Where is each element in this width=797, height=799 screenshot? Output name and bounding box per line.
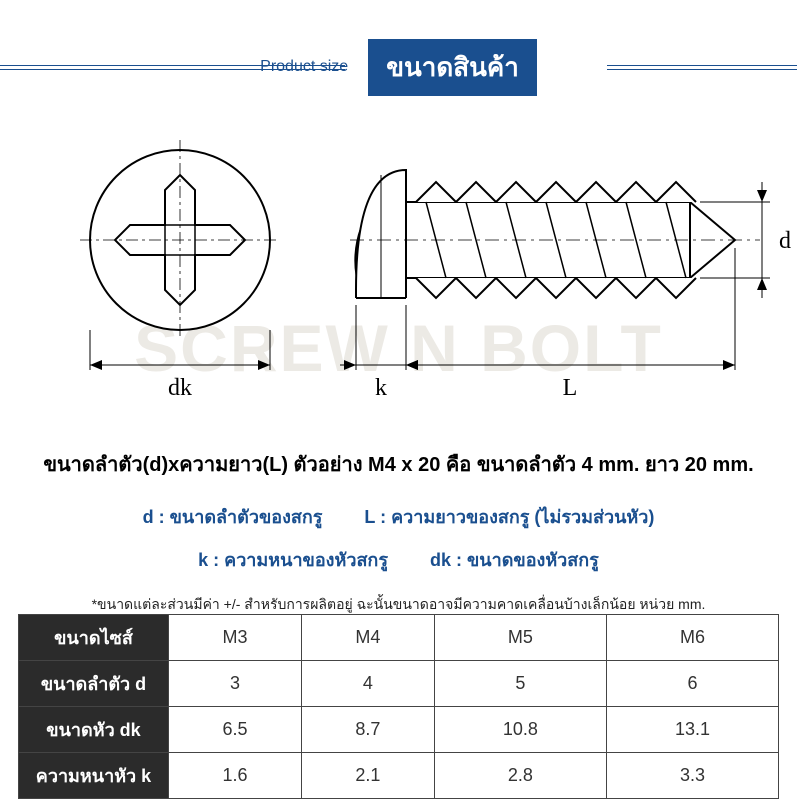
col-M6: M6	[606, 615, 778, 661]
col-M5: M5	[434, 615, 606, 661]
table-row: ความหนาหัว k 1.6 2.1 2.8 3.3	[19, 753, 779, 799]
label-d: d	[779, 228, 791, 254]
size-table: ขนาดไซส์ M3 M4 M5 M6 ขนาดลำตัว d 3 4 5 6…	[18, 614, 779, 799]
dim-k: k	[340, 305, 422, 401]
row-header-d: ขนาดลำตัว d	[19, 661, 169, 707]
table-row: ขนาดไซส์ M3 M4 M5 M6	[19, 615, 779, 661]
label-dk: dk	[168, 375, 192, 401]
product-size-en: Product size	[260, 58, 348, 76]
row-header-dk: ขนาดหัว dk	[19, 707, 169, 753]
label-k: k	[375, 375, 387, 401]
def-dk: dk : ขนาดของหัวสกรู	[430, 545, 599, 574]
col-M4: M4	[301, 615, 434, 661]
col-M3: M3	[169, 615, 302, 661]
def-k: k : ความหนาของหัวสกรู	[198, 545, 388, 574]
def-L: L : ความยาวของสกรู (ไม่รวมส่วนหัว)	[364, 502, 654, 531]
def-d: d : ขนาดลำตัวของสกรู	[143, 502, 323, 531]
product-size-th: ขนาดสินค้า	[368, 39, 537, 96]
screw-diagram: dk	[0, 120, 797, 440]
footnote: *ขนาดแต่ละส่วนมีค่า +/- สำหรับการผลิตอยู…	[0, 594, 797, 616]
header: Product size ขนาดสินค้า	[0, 43, 797, 91]
table-row: ขนาดลำตัว d 3 4 5 6	[19, 661, 779, 707]
table-row: ขนาดหัว dk 6.5 8.7 10.8 13.1	[19, 707, 779, 753]
row-header-k: ความหนาหัว k	[19, 753, 169, 799]
dim-dk: dk	[90, 330, 270, 401]
explain-main: ขนาดลำตัว(d)xความยาว(L) ตัวอย่าง M4 x 20…	[0, 448, 797, 480]
dim-L: L	[406, 248, 735, 401]
explanation-block: ขนาดลำตัว(d)xความยาว(L) ตัวอย่าง M4 x 20…	[0, 448, 797, 616]
label-L: L	[563, 375, 578, 401]
head-top-view	[80, 140, 280, 340]
row-header-size: ขนาดไซส์	[19, 615, 169, 661]
